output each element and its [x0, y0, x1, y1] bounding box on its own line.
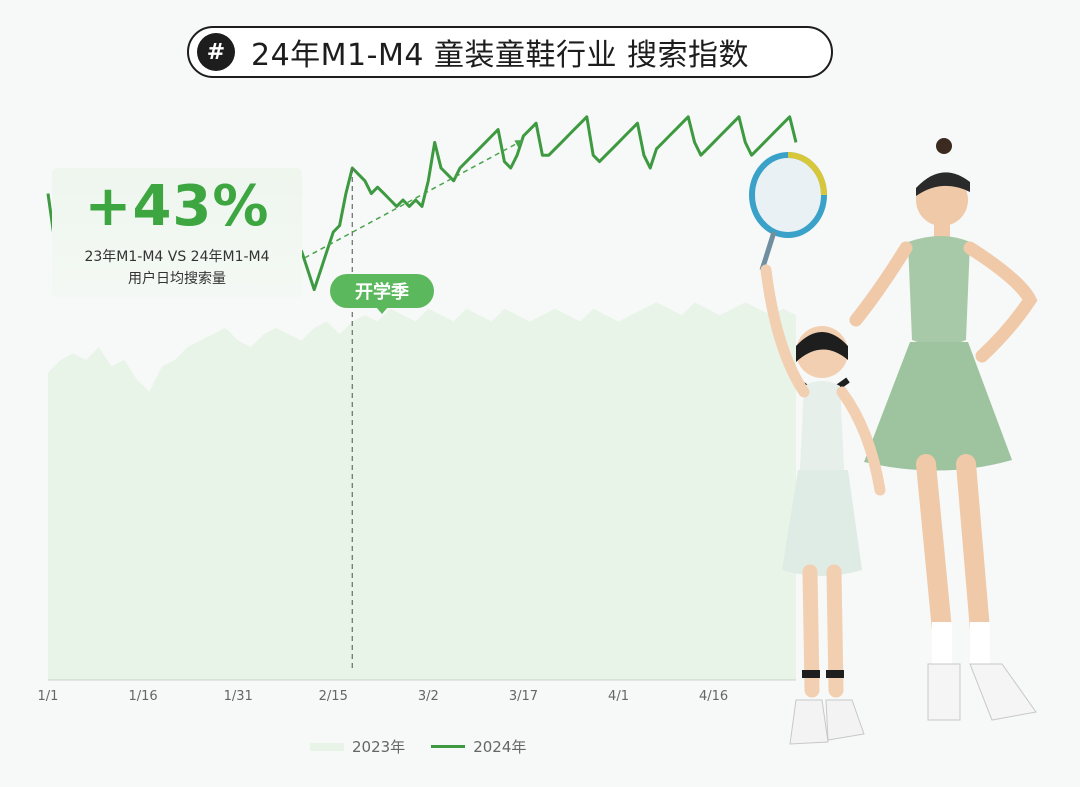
x-tick-label: 4/1 — [608, 689, 629, 704]
x-tick-label: 1/16 — [128, 689, 157, 704]
trend-arrow-head-icon — [514, 140, 524, 148]
stat-callout-box: +43% 23年M1-M4 VS 24年M1-M4 用户日均搜索量 — [52, 168, 302, 298]
hash-icon: # — [197, 33, 235, 71]
x-tick-label: 3/2 — [418, 689, 439, 704]
x-tick-label: 1/31 — [224, 689, 253, 704]
girl-figure — [760, 264, 886, 745]
legend-label-2023: 2023年 — [352, 738, 406, 756]
page-title: 24年M1-M4 童装童鞋行业 搜索指数 — [251, 38, 750, 73]
x-tick-label: 4/16 — [699, 689, 728, 704]
season-callout-badge: 开学季 — [330, 274, 434, 314]
annotation-layer — [288, 139, 524, 672]
legend-swatch-2024 — [431, 745, 466, 748]
x-tick-label: 2/15 — [319, 689, 348, 704]
tennis-racket-icon — [749, 152, 827, 271]
stat-metric-label: 用户日均搜索量 — [128, 271, 226, 287]
title-banner: # 24年M1-M4 童装童鞋行业 搜索指数 — [187, 26, 833, 78]
stat-comparison-label: 23年M1-M4 VS 24年M1-M4 — [84, 249, 270, 265]
woman-figure — [849, 138, 1038, 721]
x-tick-label: 3/17 — [509, 689, 538, 704]
x-tick-label: 1/1 — [38, 689, 59, 704]
chart-legend: 2023年 2024年 — [310, 736, 526, 757]
tennis-models-photo — [749, 138, 1038, 745]
legend-swatch-2023 — [310, 742, 344, 751]
x-axis: 1/1 1/16 1/31 2/15 3/2 3/17 4/1 4/16 — [38, 679, 796, 704]
area-layer-2023 — [48, 302, 796, 680]
stat-value: +43% — [84, 174, 270, 239]
legend-label-2024: 2024年 — [473, 738, 527, 756]
series-area-2023 — [48, 302, 796, 680]
